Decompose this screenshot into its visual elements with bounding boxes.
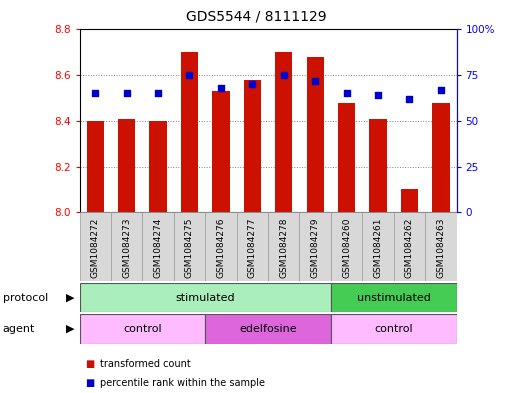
Point — [311, 77, 319, 84]
Text: GSM1084262: GSM1084262 — [405, 218, 414, 278]
Bar — [236, 212, 268, 281]
Bar — [181, 52, 198, 212]
Bar — [393, 212, 425, 281]
Bar — [205, 212, 236, 281]
Bar — [268, 212, 300, 281]
Point — [280, 72, 288, 78]
Text: edelfosine: edelfosine — [239, 324, 297, 334]
Point — [437, 86, 445, 93]
Bar — [331, 314, 457, 344]
Bar — [80, 212, 111, 281]
Text: ■: ■ — [85, 378, 94, 388]
Bar — [118, 119, 135, 212]
Bar — [331, 212, 362, 281]
Point — [405, 96, 413, 102]
Bar — [338, 103, 355, 212]
Text: GSM1084272: GSM1084272 — [91, 218, 100, 278]
Point — [374, 92, 382, 98]
Text: transformed count: transformed count — [100, 358, 191, 369]
Bar — [174, 212, 205, 281]
Bar — [212, 91, 229, 212]
Bar — [300, 212, 331, 281]
Text: agent: agent — [3, 324, 35, 334]
Bar — [331, 283, 457, 312]
Text: ▶: ▶ — [66, 293, 74, 303]
Text: ■: ■ — [85, 358, 94, 369]
Text: stimulated: stimulated — [175, 293, 235, 303]
Text: GSM1084260: GSM1084260 — [342, 218, 351, 278]
Bar — [275, 52, 292, 212]
Text: GSM1084261: GSM1084261 — [373, 218, 383, 278]
Bar — [425, 212, 457, 281]
Text: GSM1084276: GSM1084276 — [216, 218, 225, 278]
Bar — [244, 80, 261, 212]
Bar — [362, 212, 393, 281]
Text: GSM1084274: GSM1084274 — [153, 218, 163, 278]
Point — [185, 72, 193, 78]
Bar — [307, 57, 324, 212]
Text: GSM1084273: GSM1084273 — [122, 218, 131, 278]
Text: GSM1084278: GSM1084278 — [279, 218, 288, 278]
Bar — [432, 103, 449, 212]
Point — [343, 90, 351, 97]
Text: GSM1084275: GSM1084275 — [185, 218, 194, 278]
Text: GSM1084277: GSM1084277 — [248, 218, 257, 278]
Bar — [401, 189, 418, 212]
Text: unstimulated: unstimulated — [357, 293, 431, 303]
Text: control: control — [374, 324, 413, 334]
Point — [91, 90, 100, 97]
Point — [217, 85, 225, 91]
Text: ▶: ▶ — [66, 324, 74, 334]
Bar — [369, 119, 387, 212]
Text: GSM1084263: GSM1084263 — [437, 218, 445, 278]
Point — [154, 90, 162, 97]
Text: protocol: protocol — [3, 293, 48, 303]
Bar — [143, 212, 174, 281]
Bar — [87, 121, 104, 212]
Point — [123, 90, 131, 97]
Text: GDS5544 / 8111129: GDS5544 / 8111129 — [186, 10, 327, 24]
Bar — [205, 314, 331, 344]
Bar — [111, 212, 143, 281]
Bar — [80, 283, 331, 312]
Bar — [149, 121, 167, 212]
Text: percentile rank within the sample: percentile rank within the sample — [100, 378, 265, 388]
Text: control: control — [123, 324, 162, 334]
Bar — [80, 314, 205, 344]
Point — [248, 81, 256, 88]
Text: GSM1084279: GSM1084279 — [311, 218, 320, 278]
